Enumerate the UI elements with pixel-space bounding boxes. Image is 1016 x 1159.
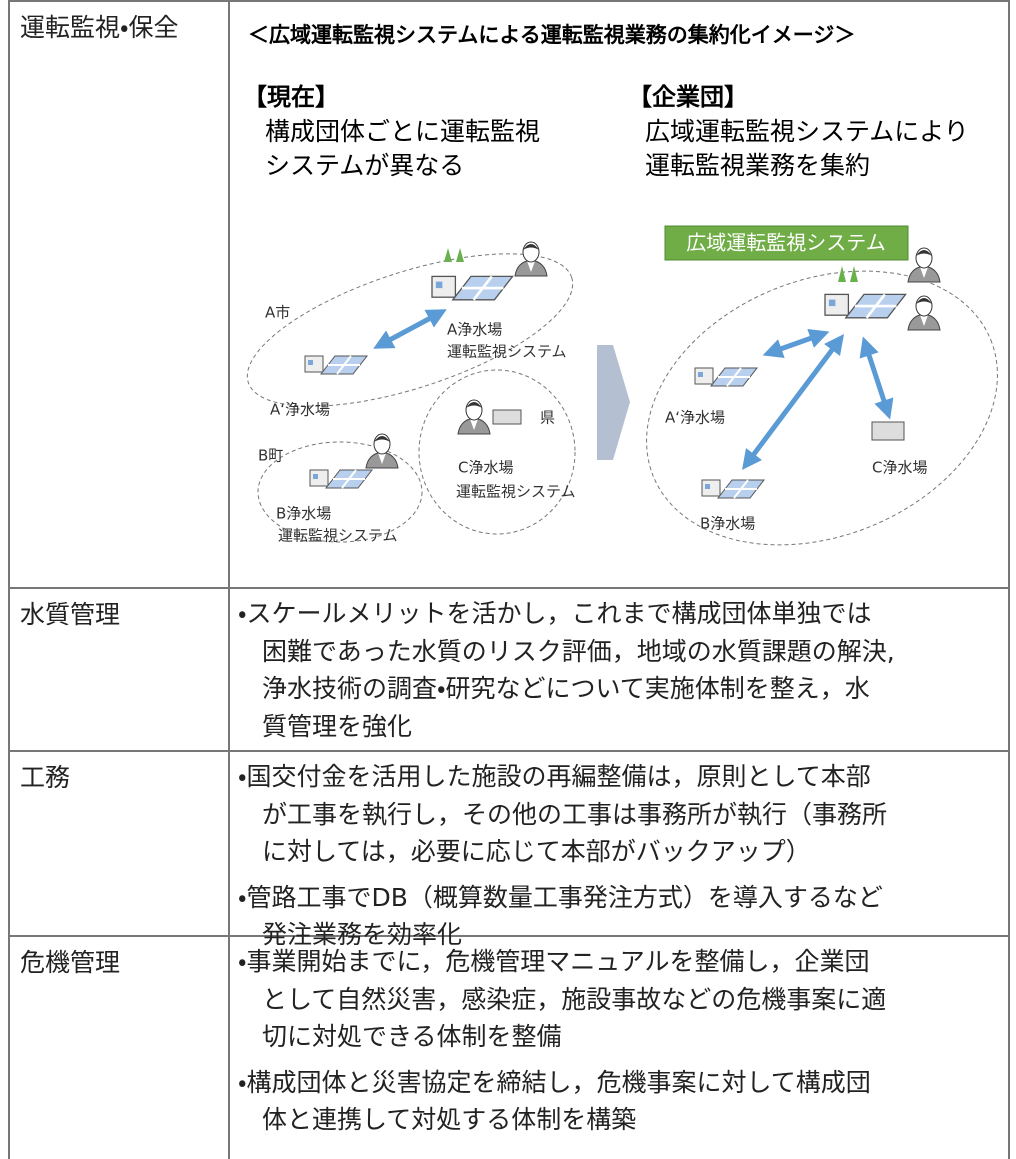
text: システムが異なる <box>265 151 464 180</box>
text-line: ・管路工事でDB（概算数量工事発注方式）を導入するなど <box>238 882 883 912</box>
bullet-item: ・構成団体と災害協定を締結し，危機事案に対して構成団体と連携して対処する体制を構… <box>238 1064 886 1139</box>
text-line: 体と連携して対処する体制を構築 <box>262 1105 637 1134</box>
border <box>8 0 10 1159</box>
text-line: 発注業務を効率化 <box>262 920 463 949</box>
text-line: に対しては，必要に応じて本部がバックアップ） <box>262 837 811 866</box>
diagram-label: A市 <box>265 304 290 322</box>
system-box <box>664 225 909 261</box>
text-line: が工事を執行し，その他の工事は事務所が執行（事務所 <box>262 799 888 829</box>
heading: 【現在】 <box>243 83 339 111</box>
text: 運転監視業務を集約 <box>645 151 870 180</box>
text-line: ・国交付金を活用した施設の再編整備は，原則として本部 <box>238 762 871 791</box>
flow-arrow <box>597 345 630 460</box>
bullet-item: ・スケールメリットを活かし，これまで構成団体単独では困難であった水質のリスク評価… <box>238 595 895 745</box>
text-line: ・スケールメリットを活かし，これまで構成団体単独では <box>238 599 872 628</box>
bullet-item: ・事業開始までに，危機管理マニュアルを整備し，企業団として自然災害，感染症，施設… <box>238 943 886 1056</box>
text-line: 困難であった水質のリスク評価，地域の水質課題の解決, <box>262 636 895 666</box>
row-label: 運転監視・保全 <box>20 13 179 42</box>
row-body: ・国交付金を活用した施設の再編整備は，原則として本部が工事を執行し，その他の工事… <box>238 758 887 962</box>
border <box>8 587 1010 589</box>
text-line: 質管理を強化 <box>262 711 413 741</box>
diagram-label: C浄水場 <box>872 459 927 477</box>
border <box>228 0 230 1159</box>
row-label: 水質管理 <box>20 600 121 629</box>
diagram-label: A浄水場 <box>447 321 502 339</box>
icon <box>304 241 941 499</box>
border <box>1008 0 1010 1159</box>
row-label: 危機管理 <box>20 948 121 977</box>
row-body: ・事業開始までに，危機管理マニュアルを整備し，企業団として自然災害，感染症，施設… <box>238 943 886 1147</box>
text-line: として自然災害，感染症，施設事故などの危機事案に適 <box>262 984 887 1014</box>
system-box-label: 広域運転監視システム <box>686 231 885 255</box>
group-outline <box>246 253 998 546</box>
row-label: 工務 <box>20 763 71 792</box>
text-line: 切に対処できる体制を整備 <box>262 1022 562 1051</box>
diagram: ＜広域運転監視システムによる運転監視業務の集約化イメージ＞ 【現在】 構成団体ご… <box>243 23 998 546</box>
diagram-label: B浄水場 <box>276 505 331 523</box>
text-line: ・構成団体と災害協定を締結し，危機事案に対して構成団 <box>238 1067 871 1097</box>
diagram-title: ＜広域運転監視システムによる運転監視業務の集約化イメージ＞ <box>248 23 855 47</box>
bullet-item: ・管路工事でDB（概算数量工事発注方式）を導入するなど発注業務を効率化 <box>238 879 887 954</box>
row-body: ・スケールメリットを活かし，これまで構成団体単独では困難であった水質のリスク評価… <box>238 595 895 753</box>
diagram-label: 運転監視システム <box>447 343 567 361</box>
diagram-label: B町 <box>258 447 283 465</box>
diagram-label: 県 <box>540 409 555 427</box>
diagram-label: A‘浄水場 <box>270 401 330 419</box>
text-line: 浄水技術の調査・研究などについて実施体制を整え，水 <box>262 674 870 703</box>
border <box>8 0 1010 2</box>
diagram-label: C浄水場 <box>458 459 513 477</box>
text-line: ・事業開始までに，危機管理マニュアルを整備し，企業団 <box>238 947 870 976</box>
diagram-label: B浄水場 <box>700 515 755 533</box>
bullet-item: ・国交付金を活用した施設の再編整備は，原則として本部が工事を執行し，その他の工事… <box>238 758 887 871</box>
diagram-label: 運転監視システム <box>456 483 576 501</box>
text: 広域運転監視システムにより <box>645 117 969 146</box>
diagram-label: 運転監視システム <box>278 527 398 545</box>
border <box>8 935 1010 937</box>
border <box>8 750 1010 752</box>
diagram-label: A‘浄水場 <box>665 409 725 427</box>
link-arrow <box>373 309 894 470</box>
text: 構成団体ごとに運転監視 <box>265 117 540 146</box>
heading: 【企業団】 <box>628 83 748 111</box>
